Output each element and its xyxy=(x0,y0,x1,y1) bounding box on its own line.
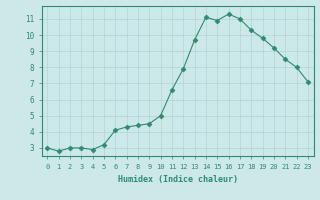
X-axis label: Humidex (Indice chaleur): Humidex (Indice chaleur) xyxy=(118,175,237,184)
